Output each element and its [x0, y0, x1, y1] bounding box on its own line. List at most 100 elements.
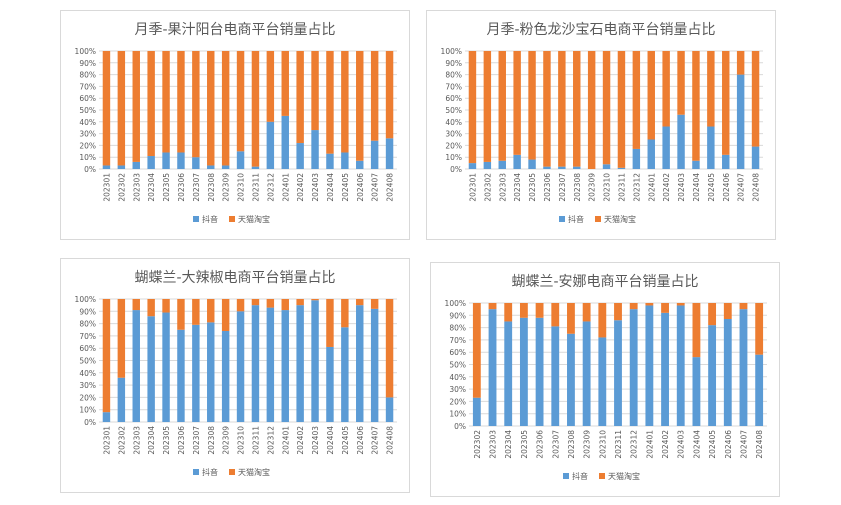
- bar-segment-douyin: [558, 166, 566, 169]
- x-tick-label: 202408: [752, 173, 761, 202]
- bar-segment-douyin: [266, 307, 275, 422]
- x-tick-label: 202406: [722, 173, 731, 202]
- x-tick-label: 202306: [177, 173, 186, 202]
- bar-segment-tmall: [513, 51, 521, 155]
- bar-segment-tmall: [207, 51, 215, 166]
- x-tick-label: 202406: [724, 430, 733, 459]
- bar-segment-tmall: [602, 51, 611, 165]
- bar-segment-tmall: [356, 299, 364, 306]
- bar-segment-douyin: [311, 130, 319, 169]
- bar-segment-douyin: [614, 320, 622, 426]
- bar-segment-tmall: [192, 299, 200, 325]
- bar-segment-douyin: [251, 166, 260, 169]
- bar-segment-tmall: [558, 51, 566, 167]
- legend-label: 天猫淘宝: [238, 467, 270, 477]
- x-tick-label: 202310: [603, 173, 612, 202]
- bar-segment-tmall: [162, 51, 170, 153]
- bar-segment-tmall: [662, 51, 670, 127]
- bar-segment-tmall: [162, 299, 170, 313]
- y-tick-label: 60%: [449, 348, 466, 357]
- bar-segment-tmall: [647, 51, 655, 140]
- bar-segment-tmall: [739, 303, 748, 310]
- x-tick-label: 202308: [573, 173, 582, 202]
- legend-label: 抖音: [202, 214, 218, 224]
- bar-segment-douyin: [221, 165, 230, 169]
- chart-hudielan-dalajiao: 蝴蝶兰-大辣椒电商平台销量占比 0% 10% 20% 30% 40% 50% 60% 70% 80…: [60, 258, 410, 493]
- bar-segment-tmall: [221, 299, 230, 331]
- x-tick-label: 202304: [513, 173, 522, 202]
- x-tick-label: 202302: [117, 426, 126, 455]
- bar-segment-douyin: [739, 309, 748, 426]
- x-tick-label: 202401: [647, 173, 656, 202]
- bar-segment-tmall: [117, 51, 126, 166]
- bar-segment-douyin: [629, 309, 638, 426]
- x-tick-label: 202305: [162, 173, 171, 202]
- x-tick-label: 202304: [504, 430, 513, 459]
- bar-segment-douyin: [311, 300, 319, 422]
- bar-segment-douyin: [132, 161, 140, 169]
- x-tick-label: 202308: [567, 430, 576, 459]
- bar-segment-tmall: [341, 51, 349, 153]
- bar-segment-tmall: [504, 303, 513, 322]
- bar-segment-tmall: [311, 51, 319, 131]
- legend-label: 抖音: [572, 471, 588, 481]
- bar-segment-douyin: [296, 305, 304, 422]
- y-tick-label: 100%: [441, 47, 462, 56]
- bar-segment-douyin: [513, 154, 521, 169]
- bar-segment-tmall: [598, 303, 607, 338]
- bar-segment-douyin: [370, 140, 379, 169]
- bar-segment-douyin: [567, 333, 575, 426]
- bar-segment-douyin: [692, 160, 700, 169]
- x-tick-label: 202305: [162, 426, 171, 455]
- x-tick-label: 202305: [520, 430, 529, 459]
- x-tick-label: 202407: [739, 430, 748, 459]
- x-tick-label: 202406: [356, 173, 365, 202]
- x-tick-label: 202303: [498, 173, 507, 202]
- chart-title: 蝴蝶兰-大辣椒电商平台销量占比: [134, 270, 335, 286]
- x-tick-label: 202403: [311, 173, 320, 202]
- y-tick-label: 30%: [79, 381, 96, 390]
- x-tick-label: 202405: [708, 430, 717, 459]
- bar-segment-tmall: [356, 51, 364, 161]
- legend-swatch: [559, 216, 565, 222]
- legend-swatch: [595, 216, 601, 222]
- x-tick-label: 202304: [147, 426, 156, 455]
- bar-segment-tmall: [567, 303, 575, 334]
- y-tick-label: 90%: [79, 59, 96, 68]
- bar-segment-douyin: [707, 126, 715, 169]
- bar-segment-douyin: [341, 327, 349, 422]
- bar-segment-tmall: [573, 51, 581, 167]
- bar-segment-douyin: [472, 397, 481, 426]
- bar-segment-douyin: [519, 317, 528, 426]
- bar-segment-douyin: [385, 397, 394, 422]
- bar-segment-douyin: [676, 305, 685, 426]
- y-tick-label: 20%: [79, 393, 96, 402]
- bar-segment-tmall: [236, 51, 245, 152]
- x-tick-label: 202310: [237, 426, 246, 455]
- x-tick-label: 202407: [737, 173, 746, 202]
- x-tick-label: 202301: [102, 426, 111, 455]
- bar-segment-douyin: [207, 165, 215, 169]
- bar-segment-douyin: [483, 161, 492, 169]
- y-tick-label: 100%: [75, 295, 96, 304]
- y-tick-label: 50%: [445, 106, 462, 115]
- x-tick-label: 202302: [473, 430, 482, 459]
- bar-segment-douyin: [192, 324, 200, 422]
- x-tick-label: 202312: [632, 173, 641, 202]
- bar-segment-tmall: [617, 51, 626, 168]
- y-tick-label: 40%: [79, 369, 96, 378]
- bar-segment-douyin: [132, 310, 140, 422]
- x-tick-label: 202309: [222, 426, 231, 455]
- bar-segment-tmall: [692, 51, 700, 161]
- bar-segment-douyin: [602, 164, 611, 169]
- bar-segment-tmall: [587, 51, 596, 169]
- legend-swatch: [193, 469, 199, 475]
- x-tick-label: 202405: [341, 173, 350, 202]
- bar-segment-douyin: [488, 309, 497, 426]
- bar-segment-tmall: [370, 51, 379, 141]
- x-tick-label: 202404: [692, 173, 701, 202]
- bar-segment-tmall: [326, 51, 334, 154]
- x-tick-label: 202309: [222, 173, 231, 202]
- bar-segment-douyin: [708, 325, 717, 426]
- y-tick-label: 30%: [79, 130, 96, 139]
